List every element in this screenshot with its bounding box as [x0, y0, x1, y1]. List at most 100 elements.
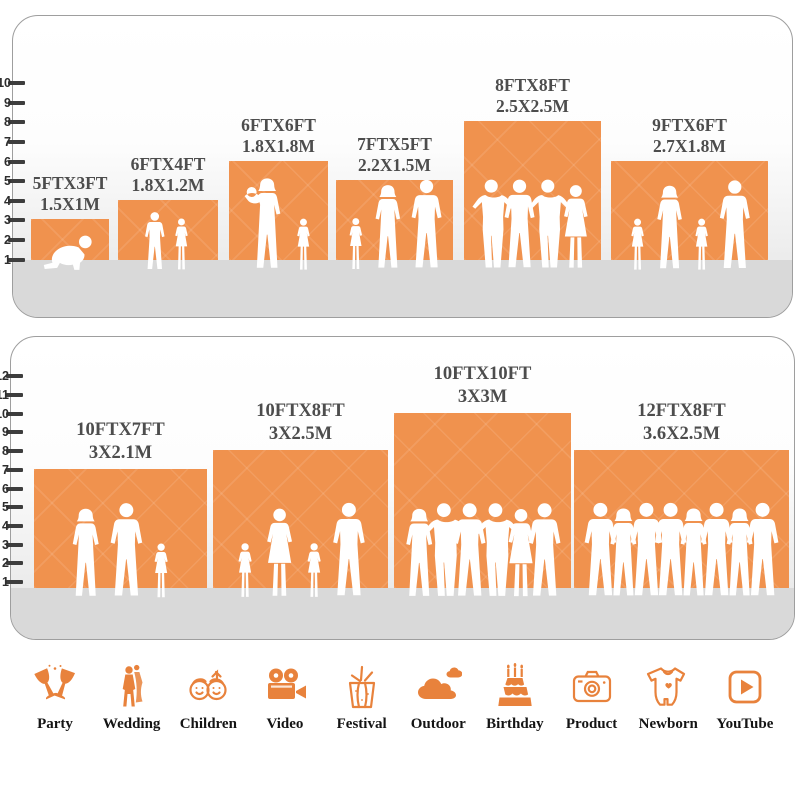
bar-size-label: 7FTX5FT 2.2X1.5M [357, 134, 432, 176]
category-label: Party [37, 716, 73, 732]
bar-size-ft: 9FTX6FT [652, 114, 727, 135]
y-axis-tick [6, 393, 23, 397]
person-silhouette [504, 179, 535, 268]
category-item-video: Video [248, 662, 322, 733]
person-silhouette [564, 185, 588, 268]
bar-size-ft: 7FTX5FT [357, 134, 432, 155]
bar-size-m: 3X3M [457, 386, 508, 407]
people-silhouettes [43, 235, 92, 271]
backdrop-bar [118, 199, 218, 270]
bar-size-m: 3X2.1M [88, 442, 153, 463]
y-axis-label: 10 [0, 76, 11, 91]
person-silhouette [680, 508, 707, 596]
bar-size-ft: 10FTX8FT [256, 401, 345, 422]
person-silhouette [726, 508, 753, 596]
person-silhouette [375, 185, 401, 268]
person-silhouette [406, 508, 433, 596]
category-label: Wedding [102, 716, 161, 732]
y-axis-label: 1 [4, 252, 11, 267]
person-silhouette [43, 235, 92, 271]
y-axis-tick [6, 374, 23, 379]
person-silhouette [333, 502, 365, 596]
y-axis-tick [6, 411, 23, 416]
y-axis-tick [6, 449, 23, 454]
person-silhouette [72, 508, 99, 596]
y-axis-tick [6, 561, 23, 566]
person-silhouette [453, 502, 486, 596]
bar-size-m: 1.8X1.2M [131, 174, 205, 195]
person-silhouette [349, 218, 363, 270]
bar-size-m: 1.5X1M [40, 194, 100, 215]
youtube-icon [721, 662, 769, 712]
people-silhouettes [72, 502, 168, 598]
y-axis-tick [6, 580, 23, 584]
person-silhouette [746, 502, 779, 596]
person-silhouette [529, 179, 569, 268]
y-axis-tick [8, 81, 25, 86]
y-axis-label: 9 [2, 425, 9, 440]
product-icon [568, 662, 616, 712]
person-silhouette [238, 543, 252, 598]
person-silhouette [145, 211, 165, 269]
bar-size-m: 3.6X2.5M [642, 424, 721, 445]
y-axis-label: 5 [2, 500, 9, 515]
person-silhouette [631, 218, 644, 270]
y-axis-label: 3 [2, 537, 9, 552]
festival-icon [338, 662, 386, 712]
bar-size-ft: 10FTX10FT [433, 363, 532, 384]
person-silhouette [154, 543, 168, 598]
wedding-icon [108, 662, 156, 712]
y-axis-tick [8, 159, 25, 164]
bar-size-m: 2.7X1.8M [653, 135, 726, 156]
backdrop-bar [34, 468, 207, 598]
category-item-children: Children [171, 662, 245, 733]
backdrop-bar [31, 219, 109, 271]
people-silhouettes [472, 179, 588, 268]
person-silhouette [244, 177, 281, 268]
category-label: Product [565, 716, 618, 732]
y-axis-tick [6, 505, 23, 510]
bar-size-m: 2.5X2.5M [496, 96, 569, 117]
y-axis-tick [6, 486, 23, 491]
y-axis-tick [6, 467, 23, 472]
floor-area [11, 588, 794, 639]
newborn-icon [644, 662, 692, 712]
person-silhouette [630, 502, 663, 596]
person-silhouette [700, 502, 733, 596]
y-axis-label: 3 [4, 213, 11, 228]
y-axis-tick [8, 179, 25, 184]
person-silhouette [411, 179, 442, 268]
y-axis-label: 4 [4, 193, 11, 208]
y-axis-tick [8, 120, 25, 125]
backdrop-bar [611, 160, 768, 270]
backdrop-bar [336, 179, 453, 270]
bar-size-label: 10FTX8FT 3X2.5M [256, 400, 344, 446]
party-icon [31, 662, 79, 712]
y-axis-tick [8, 257, 25, 262]
bar-size-ft: 6FTX6FT [241, 114, 316, 135]
y-axis-label: 8 [4, 115, 11, 130]
person-silhouette [719, 179, 750, 268]
bar-size-label: 10FTX10FT 3X3M [434, 363, 532, 409]
y-axis-label: 4 [2, 518, 9, 533]
y-axis-label: 12 [0, 369, 9, 384]
outdoor-icon [414, 662, 462, 712]
y-axis-label: 5 [4, 174, 11, 189]
person-silhouette [584, 502, 617, 596]
y-axis-tick [8, 218, 25, 223]
people-silhouettes [631, 179, 750, 270]
backdrop-bar [574, 450, 789, 596]
people-silhouettes [349, 179, 442, 270]
y-axis-tick [6, 523, 23, 528]
birthday-icon [491, 662, 539, 712]
backdrop-bar [394, 412, 571, 596]
bar-size-ft: 5FTX3FT [32, 173, 108, 194]
y-axis-label: 2 [4, 232, 11, 247]
y-axis-label: 2 [2, 556, 9, 571]
person-silhouette [175, 218, 188, 270]
category-item-birthday: Birthday [478, 662, 552, 733]
category-label: Birthday [486, 716, 544, 732]
person-silhouette [307, 543, 321, 598]
category-item-youtube: YouTube [708, 662, 782, 733]
bar-size-ft: 6FTX4FT [130, 153, 206, 174]
